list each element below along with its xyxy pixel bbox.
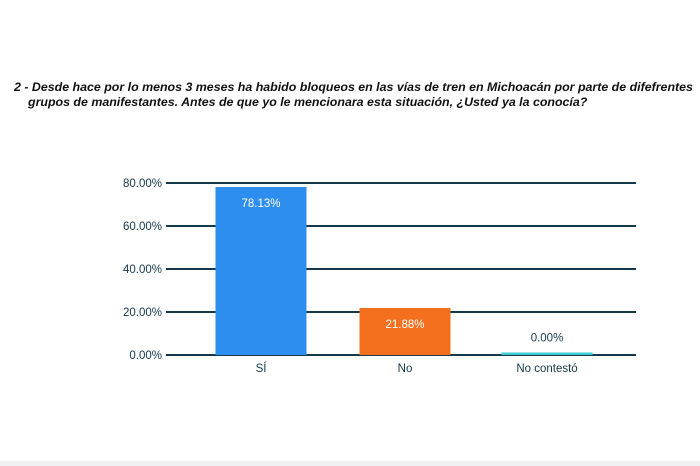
bar (501, 352, 593, 355)
y-tick-label: 40.00% (123, 264, 162, 276)
data-labels: 78.13% 21.88% 0.00% (241, 198, 563, 344)
y-tick-label: 60.00% (123, 221, 162, 233)
bars (215, 187, 593, 355)
x-tick-label: SÍ (256, 362, 268, 375)
data-label: 78.13% (241, 198, 280, 210)
data-label: 0.00% (531, 333, 564, 345)
x-axis-tick-labels: SÍ No No contestó (256, 362, 578, 375)
footer-divider (0, 461, 700, 466)
bar (215, 187, 307, 355)
y-tick-label: 80.00% (123, 178, 162, 190)
question-text: 2 - Desde hace por lo menos 3 meses ha h… (14, 80, 694, 110)
data-label: 21.88% (385, 319, 424, 331)
y-tick-label: 0.00% (129, 350, 162, 362)
question-line-1: 2 - Desde hace por lo menos 3 meses ha h… (14, 80, 693, 94)
x-tick-label: No contestó (516, 363, 577, 375)
bar (359, 307, 451, 355)
x-tick-label: No (398, 363, 413, 375)
question-line-2: grupos de manifestantes. Antes de que yo… (28, 95, 588, 109)
y-axis-tick-labels: 0.00% 20.00% 40.00% 60.00% 80.00% (123, 178, 162, 362)
y-tick-label: 20.00% (123, 307, 162, 319)
